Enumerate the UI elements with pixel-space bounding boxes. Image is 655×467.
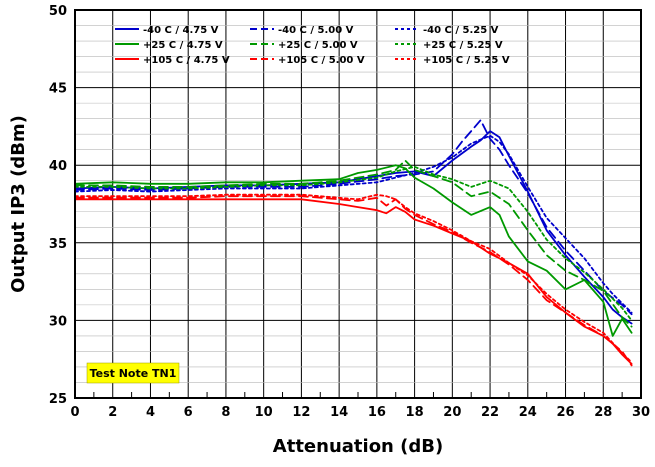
- x-tick-label: 28: [594, 405, 612, 420]
- annotation-box: [86, 362, 180, 384]
- y-tick-label: 45: [49, 82, 67, 97]
- x-tick-label: 16: [368, 405, 386, 420]
- x-tick-label: 12: [292, 405, 310, 420]
- legend-label-5: +25 C / 5.25 V: [423, 40, 503, 51]
- legend-label-3: +25 C / 4.75 V: [143, 40, 223, 51]
- y-tick-label: 40: [49, 159, 67, 174]
- plot-area: [75, 10, 641, 398]
- y-tick-label: 35: [49, 237, 67, 252]
- series-line-4: [74, 159, 633, 328]
- x-tick-label: 22: [481, 405, 499, 420]
- annotation-text: Test Note TN1: [90, 367, 177, 380]
- x-tick-label: 2: [108, 405, 117, 420]
- legend-label-6: +105 C / 4.75 V: [143, 55, 230, 66]
- series-line-5: [74, 165, 633, 322]
- y-tick-label: 50: [49, 4, 67, 19]
- x-tick-label: 0: [70, 405, 79, 420]
- x-tick-label: 18: [406, 405, 424, 420]
- x-tick-label: 14: [330, 405, 348, 420]
- x-tick-label: 8: [221, 405, 230, 420]
- legend-label-7: +105 C / 5.00 V: [278, 55, 365, 66]
- plot-border: [74, 9, 642, 399]
- x-tick-label: 6: [184, 405, 193, 420]
- x-tick-label: 20: [443, 405, 461, 420]
- series-line-8: [74, 193, 633, 364]
- x-tick-label: 10: [255, 405, 273, 420]
- legend-label-0: -40 C / 4.75 V: [143, 25, 219, 36]
- y-axis-label: Output IP3 (dBm): [8, 115, 29, 293]
- series-line-7: [74, 195, 633, 367]
- x-tick-label: 24: [519, 405, 537, 420]
- y-tick-label: 25: [49, 392, 67, 407]
- y-tick-label: 30: [49, 314, 67, 329]
- legend-label-2: -40 C / 5.25 V: [423, 25, 499, 36]
- legend-label-1: -40 C / 5.00 V: [278, 25, 354, 36]
- series-line-3: [74, 164, 633, 337]
- legend-label-4: +25 C / 5.00 V: [278, 40, 358, 51]
- series-line-2: [74, 134, 633, 314]
- x-axis-label: Attenuation (dB): [273, 436, 443, 457]
- legend-label-8: +105 C / 5.25 V: [423, 55, 510, 66]
- x-tick-label: 4: [146, 405, 155, 420]
- x-tick-label: 26: [556, 405, 574, 420]
- x-tick-label: 30: [632, 405, 650, 420]
